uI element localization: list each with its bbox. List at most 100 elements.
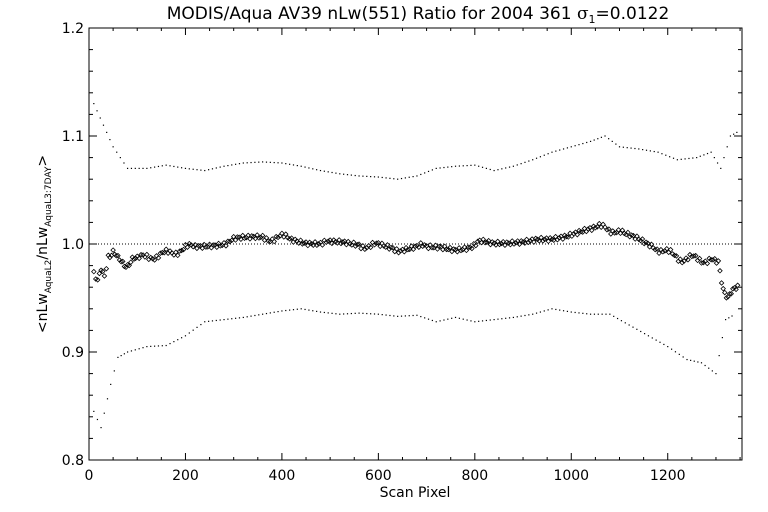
- ratio-point: [540, 238, 546, 244]
- upper-point: [524, 161, 526, 163]
- lower-point: [343, 313, 345, 315]
- ratio-point: [245, 232, 251, 239]
- upper-point: [381, 176, 383, 179]
- upper-point: [451, 166, 453, 168]
- lower-point: [439, 320, 441, 322]
- lower-point: [601, 313, 603, 315]
- ratio-point: [360, 243, 366, 249]
- lower-point: [200, 323, 202, 326]
- lower-point: [420, 315, 422, 318]
- upper-point: [126, 167, 129, 169]
- upper-point: [269, 161, 271, 163]
- ratio-point: [419, 243, 426, 250]
- upper-point: [397, 178, 399, 180]
- upper-point: [258, 161, 260, 163]
- lower-point: [427, 318, 430, 320]
- upper-point: [235, 163, 237, 165]
- upper-point: [184, 167, 187, 169]
- lower-point: [377, 313, 379, 315]
- lower-point: [110, 383, 112, 385]
- upper-point: [562, 148, 565, 150]
- lower-point: [624, 322, 626, 324]
- lower-point: [605, 313, 607, 315]
- upper-point: [119, 157, 121, 159]
- lower-point: [570, 311, 572, 313]
- upper-point: [373, 176, 376, 178]
- upper-point: [593, 139, 595, 141]
- ratio-point: [625, 229, 631, 236]
- upper-point: [680, 158, 682, 160]
- ratio-point: [496, 241, 503, 248]
- upper-point: [736, 131, 738, 133]
- ratio-point: [639, 236, 646, 242]
- upper-point: [532, 159, 534, 161]
- ratio-point: [310, 242, 317, 248]
- upper-point: [238, 163, 241, 165]
- upper-point: [733, 133, 735, 135]
- upper-point: [493, 169, 495, 172]
- ratio-point: [511, 241, 517, 247]
- upper-point: [615, 143, 617, 145]
- upper-point: [223, 165, 225, 167]
- ratio-point: [136, 255, 142, 262]
- upper-point: [106, 131, 108, 133]
- ratio-point: [728, 290, 734, 297]
- lower-point: [289, 309, 291, 311]
- lower-point: [613, 315, 615, 317]
- lower-point: [539, 311, 542, 313]
- ratio-point: [297, 237, 304, 243]
- upper-point: [566, 147, 569, 149]
- upper-point: [688, 157, 690, 160]
- lower-point: [520, 315, 522, 317]
- lower-point: [636, 328, 638, 330]
- lower-point: [161, 345, 163, 347]
- ratio-point: [91, 268, 97, 275]
- ratio-point: [704, 260, 711, 267]
- ratio-point: [159, 249, 166, 256]
- ratio-point: [286, 236, 293, 242]
- upper-point: [578, 144, 580, 146]
- ratio-point: [401, 248, 408, 255]
- lower-point: [659, 341, 661, 343]
- lower-point: [408, 315, 410, 317]
- upper-point: [582, 142, 584, 145]
- lower-point: [640, 330, 642, 333]
- ratio-point: [192, 241, 198, 248]
- ratio-point: [578, 228, 584, 235]
- ratio-point: [299, 241, 306, 247]
- upper-point: [177, 166, 179, 168]
- ratio-point: [155, 255, 162, 261]
- upper-point: [723, 157, 725, 159]
- ratio-point: [356, 241, 362, 247]
- lower-point: [508, 317, 511, 319]
- upper-point: [385, 177, 387, 179]
- upper-point: [638, 148, 640, 150]
- lower-point: [620, 320, 623, 322]
- upper-point: [555, 150, 557, 152]
- ratio-point: [589, 227, 595, 234]
- lower-point: [300, 308, 302, 310]
- lower-point: [126, 351, 129, 353]
- ratio-point: [336, 237, 342, 243]
- ratio-point: [592, 225, 599, 231]
- ratio-point: [397, 248, 404, 254]
- y-axis-label-part2: /nLw: [35, 227, 51, 260]
- lower-point: [177, 339, 179, 341]
- ratio-point: [531, 239, 537, 245]
- ratio-point: [556, 235, 562, 241]
- ratio-point: [180, 246, 187, 253]
- lower-point: [562, 310, 565, 312]
- chart-title: MODIS/Aqua AV39 nLw(551) Ratio for 2004 …: [167, 4, 670, 26]
- lower-point: [184, 335, 187, 337]
- ratio-point: [513, 239, 519, 246]
- upper-point: [706, 152, 709, 155]
- upper-point: [729, 135, 732, 137]
- y-tick-label: 1.1: [62, 129, 84, 145]
- ratio-point: [726, 291, 733, 297]
- lower-point: [435, 321, 437, 323]
- upper-point: [354, 174, 356, 177]
- upper-point: [312, 168, 314, 170]
- upper-point: [649, 150, 651, 152]
- ratio-point: [131, 256, 137, 262]
